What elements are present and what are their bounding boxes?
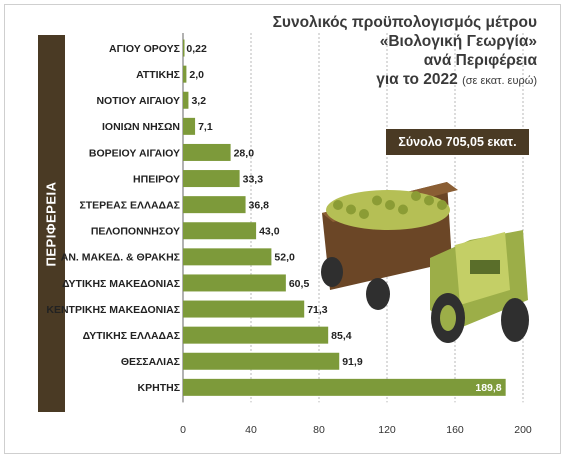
- bar-5: [183, 170, 240, 188]
- bar-2: [183, 91, 189, 109]
- load-detail: [398, 204, 408, 215]
- tractor-illustration: [321, 182, 529, 343]
- chart-title: Συνολικός προϋπολογισμός μέτρου «Βιολογι…: [273, 13, 537, 91]
- tractor-wheel: [501, 298, 529, 342]
- value-label-5: 33,3: [243, 173, 264, 185]
- axis-band: [38, 35, 65, 412]
- load-detail: [333, 200, 343, 210]
- bar-11: [183, 326, 329, 344]
- bar-6: [183, 196, 246, 214]
- bar-7: [183, 222, 257, 240]
- category-label-12: ΘΕΣΣΑΛΙΑΣ: [121, 356, 180, 368]
- value-label-13: 189,8: [475, 382, 501, 394]
- x-tick-label-0: 0: [180, 424, 186, 436]
- bar-8: [183, 248, 272, 266]
- bar-3: [183, 117, 196, 135]
- bars: [183, 39, 506, 396]
- category-label-10: ΚΕΝΤΡΙΚΗΣ ΜΑΚΕΔΟΝΙΑΣ: [46, 304, 180, 316]
- value-label-2: 3,2: [191, 95, 206, 107]
- category-label-0: ΑΓΙΟΥ ΟΡΟΥΣ: [109, 43, 180, 55]
- value-label-8: 52,0: [274, 252, 295, 264]
- category-label-5: ΗΠΕΙΡΟΥ: [133, 173, 180, 185]
- trailer-wheel: [321, 257, 343, 287]
- bar-12: [183, 352, 340, 370]
- tractor-hub: [440, 305, 456, 331]
- category-label-1: ΑΤΤΙΚΗΣ: [136, 69, 180, 81]
- value-label-6: 36,8: [249, 199, 270, 211]
- category-label-13: ΚΡΗΤΗΣ: [138, 382, 180, 394]
- load-detail: [411, 191, 421, 201]
- category-label-3: ΙΟΝΙΩΝ ΝΗΣΩΝ: [102, 121, 180, 133]
- bar-10: [183, 300, 305, 318]
- category-label-9: ΔΥΤΙΚΗΣ ΜΑΚΕΔΟΝΙΑΣ: [62, 278, 180, 290]
- category-label-2: ΝΟΤΙΟΥ ΑΙΓΑΙΟΥ: [96, 95, 180, 107]
- value-label-1: 2,0: [189, 69, 204, 81]
- title-line-1: Συνολικός προϋπολογισμός μέτρου: [272, 14, 537, 31]
- load-detail: [372, 195, 382, 206]
- x-tick-label-5: 200: [514, 424, 532, 436]
- bar-0: [183, 39, 185, 57]
- title-line-4: για το 2022: [376, 71, 458, 88]
- x-tick-label-4: 160: [446, 424, 464, 436]
- x-tick-label-1: 40: [245, 424, 257, 436]
- category-label-4: ΒΟΡΕΙΟΥ ΑΙΓΑΙΟΥ: [89, 147, 180, 159]
- value-label-3: 7,1: [198, 121, 213, 133]
- bar-9: [183, 274, 286, 292]
- total-badge: Σύνολο 705,05 εκατ.: [386, 129, 529, 155]
- tractor-grill: [470, 260, 500, 274]
- chart-frame: [4, 4, 561, 454]
- value-label-12: 91,9: [342, 356, 363, 368]
- x-tick-label-2: 80: [313, 424, 325, 436]
- load-detail: [346, 204, 356, 215]
- value-label-11: 85,4: [331, 330, 352, 342]
- category-label-7: ΠΕΛΟΠΟΝΝΗΣΟΥ: [91, 226, 180, 238]
- bar-1: [183, 65, 187, 83]
- category-labels: ΑΓΙΟΥ ΟΡΟΥΣ ΑΤΤΙΚΗΣ ΝΟΤΙΟΥ ΑΙΓΑΙΟΥ ΙΟΝΙΩΝ Ν…: [46, 43, 180, 394]
- value-label-10: 71,3: [307, 304, 328, 316]
- bar-13: [183, 378, 506, 396]
- load-detail: [424, 195, 434, 206]
- load-detail: [437, 200, 447, 210]
- trailer-wheel: [366, 278, 390, 310]
- category-label-6: ΣΤΕΡΕΑΣ ΕΛΛΑΔΑΣ: [79, 199, 180, 211]
- x-axis-ticks: 0 40 80 120 160 200: [180, 424, 532, 436]
- title-unit: (σε εκατ. ευρώ): [462, 75, 537, 87]
- value-label-7: 43,0: [259, 226, 280, 238]
- category-label-11: ΔΥΤΙΚΗΣ ΕΛΛΑΔΑΣ: [83, 330, 180, 342]
- category-label-8: ΑΝ. ΜΑΚΕΔ. & ΘΡΑΚΗΣ: [61, 252, 180, 264]
- title-line-2: «Βιολογική Γεωργία»: [379, 33, 537, 50]
- load-detail: [359, 209, 369, 219]
- value-labels: 0,22 2,0 3,2 7,1 28,0 33,3 36,8 43,0 52,0 60,5 71,…: [186, 43, 501, 394]
- x-tick-label-3: 120: [378, 424, 396, 436]
- trailer-load: [326, 190, 450, 230]
- bar-4: [183, 143, 231, 161]
- load-detail: [385, 200, 395, 210]
- value-label-9: 60,5: [289, 278, 310, 290]
- title-line-3: ανά Περιφέρεια: [423, 52, 537, 69]
- value-label-0: 0,22: [186, 43, 207, 55]
- value-label-4: 28,0: [234, 147, 255, 159]
